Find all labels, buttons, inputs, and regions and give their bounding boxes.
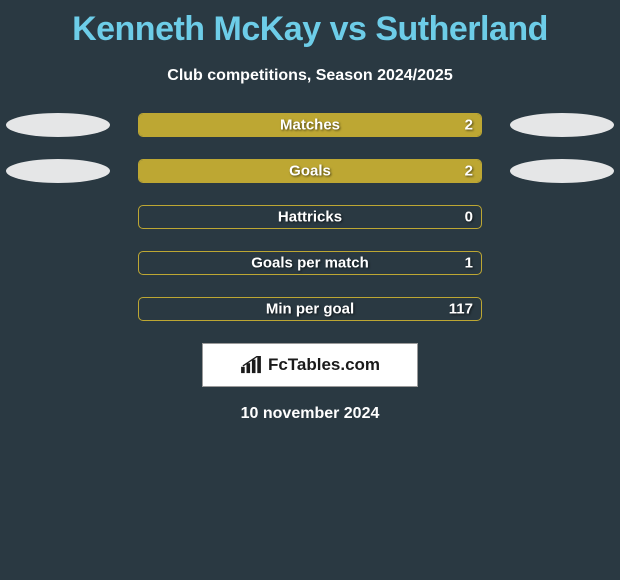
- stat-row: Goals per match1: [0, 251, 620, 275]
- stat-label: Min per goal: [139, 301, 481, 318]
- stat-row: Min per goal117: [0, 297, 620, 321]
- left-ellipse: [6, 251, 110, 275]
- stat-row: Matches2: [0, 113, 620, 137]
- stat-label: Goals: [139, 163, 481, 180]
- stat-value: 117: [449, 301, 473, 318]
- left-ellipse: [6, 113, 110, 137]
- stat-value: 0: [465, 209, 473, 226]
- stat-row: Goals2: [0, 159, 620, 183]
- stat-bar: Goals2: [138, 159, 482, 183]
- stat-label: Matches: [139, 117, 481, 134]
- right-ellipse: [510, 251, 614, 275]
- right-ellipse: [510, 297, 614, 321]
- right-ellipse: [510, 205, 614, 229]
- stat-bar: Hattricks0: [138, 205, 482, 229]
- logo-box: FcTables.com: [202, 343, 418, 387]
- stat-bar: Min per goal117: [138, 297, 482, 321]
- stat-value: 2: [465, 117, 473, 134]
- stat-bar: Matches2: [138, 113, 482, 137]
- stat-value: 2: [465, 163, 473, 180]
- left-ellipse: [6, 205, 110, 229]
- left-ellipse: [6, 159, 110, 183]
- stats-rows: Matches2Goals2Hattricks0Goals per match1…: [0, 113, 620, 321]
- footer-date: 10 november 2024: [0, 405, 620, 423]
- page-subtitle: Club competitions, Season 2024/2025: [0, 67, 620, 85]
- stat-row: Hattricks0: [0, 205, 620, 229]
- left-ellipse: [6, 297, 110, 321]
- right-ellipse: [510, 159, 614, 183]
- stat-label: Goals per match: [139, 255, 481, 272]
- right-ellipse: [510, 113, 614, 137]
- logo-text: FcTables.com: [268, 355, 380, 375]
- stat-value: 1: [465, 255, 473, 272]
- bar-chart-icon: [240, 356, 262, 374]
- stat-bar: Goals per match1: [138, 251, 482, 275]
- page-title: Kenneth McKay vs Sutherland: [0, 0, 620, 49]
- stat-label: Hattricks: [139, 209, 481, 226]
